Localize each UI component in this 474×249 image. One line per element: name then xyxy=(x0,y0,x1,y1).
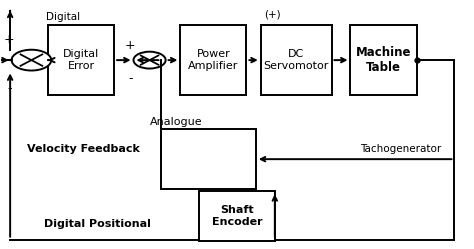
Bar xyxy=(48,25,114,95)
Text: Shaft
Encoder: Shaft Encoder xyxy=(212,205,262,227)
Text: Digital: Digital xyxy=(46,12,80,22)
Bar xyxy=(161,129,256,189)
Text: DC
Servomotor: DC Servomotor xyxy=(264,49,329,71)
Text: (+): (+) xyxy=(264,9,281,19)
Text: +: + xyxy=(4,33,15,46)
Text: Digital
Error: Digital Error xyxy=(63,49,99,71)
Text: Velocity Feedback: Velocity Feedback xyxy=(27,144,140,154)
Text: Analogue: Analogue xyxy=(150,117,202,127)
Text: -: - xyxy=(7,82,11,95)
Circle shape xyxy=(134,52,165,68)
Text: Tachogenerator: Tachogenerator xyxy=(360,144,441,154)
Bar xyxy=(350,25,417,95)
Text: Digital Positional: Digital Positional xyxy=(44,219,151,229)
Text: -: - xyxy=(128,72,132,85)
Text: Power
Amplifier: Power Amplifier xyxy=(188,49,238,71)
Bar xyxy=(261,25,331,95)
Text: Machine
Table: Machine Table xyxy=(356,46,411,74)
Bar xyxy=(180,25,246,95)
Bar xyxy=(199,191,275,241)
Text: +: + xyxy=(125,39,136,52)
Circle shape xyxy=(11,50,51,70)
